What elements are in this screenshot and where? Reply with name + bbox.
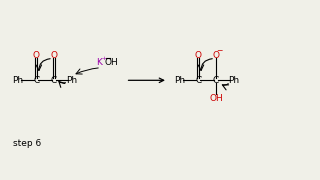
Text: O: O [212, 51, 220, 60]
Text: Ph: Ph [228, 76, 239, 85]
Text: O: O [33, 51, 40, 60]
Text: O: O [104, 58, 111, 67]
Text: O: O [50, 51, 57, 60]
Text: Ph: Ph [174, 76, 185, 85]
Text: −: − [216, 46, 223, 55]
Text: C: C [213, 76, 219, 85]
Text: Ph: Ph [66, 76, 77, 85]
Text: +: + [101, 55, 106, 60]
Text: Ph: Ph [12, 76, 23, 85]
Text: C: C [195, 76, 202, 85]
Text: C: C [51, 76, 57, 85]
Text: H: H [110, 58, 117, 67]
Text: OH: OH [209, 94, 223, 103]
Text: step 6: step 6 [12, 139, 41, 148]
Text: C: C [33, 76, 39, 85]
Text: K: K [96, 58, 102, 67]
Text: O: O [195, 51, 202, 60]
